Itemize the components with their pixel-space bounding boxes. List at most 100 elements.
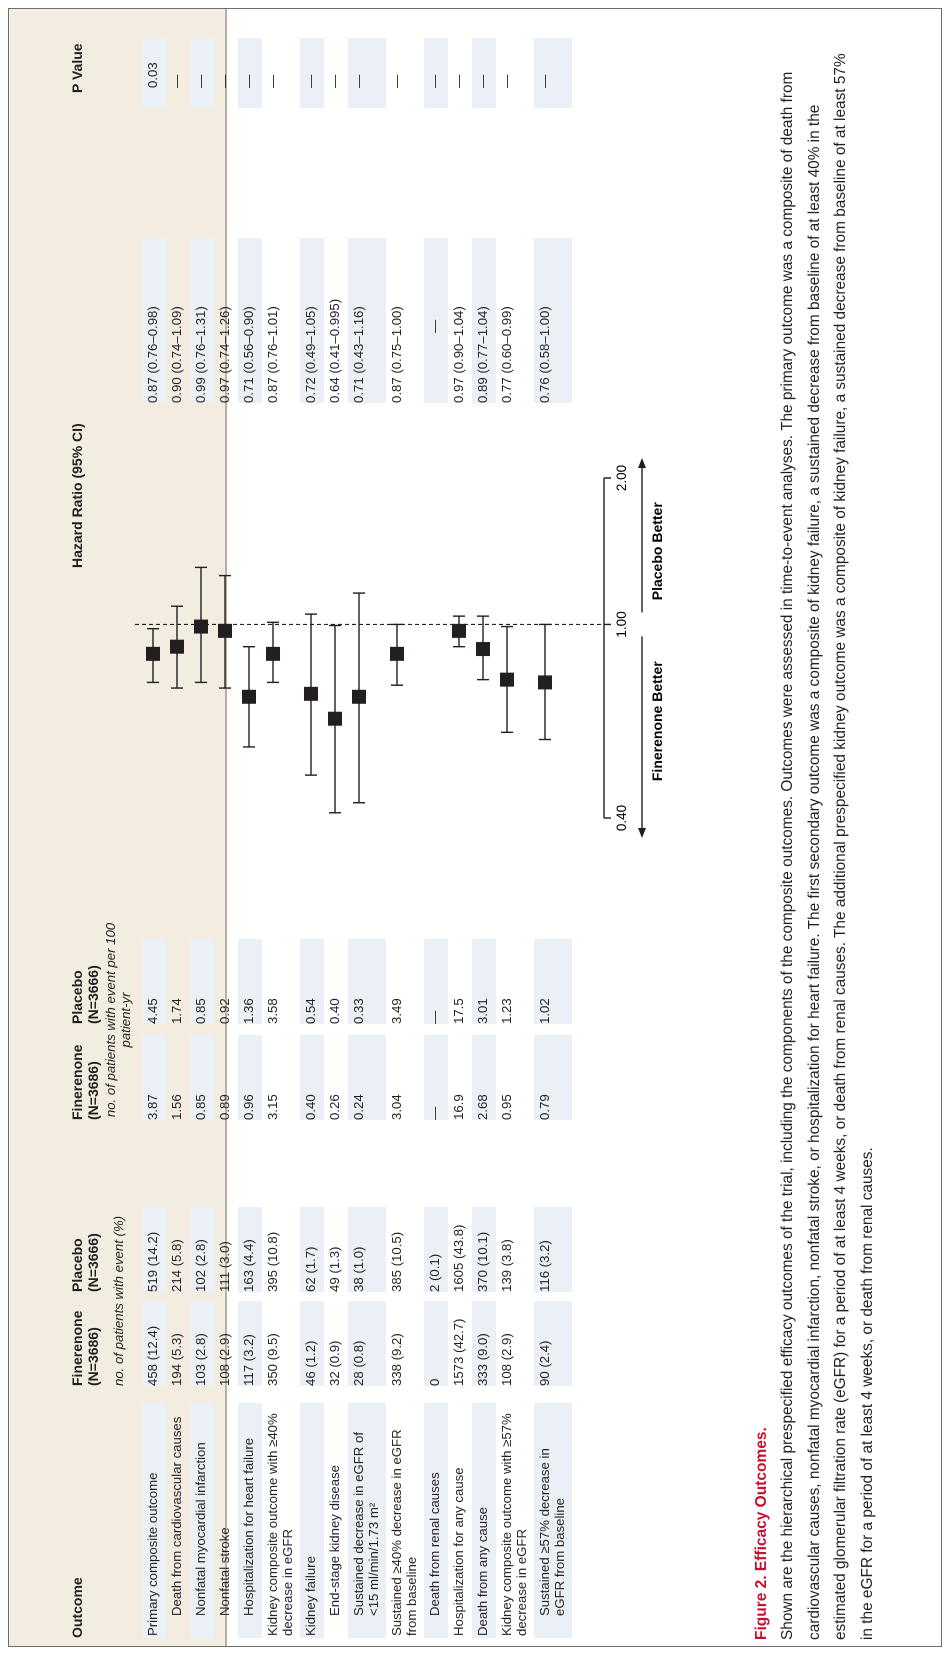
header-hazard-ratio: Hazard Ratio (95% CI) [69, 423, 85, 568]
cell-pr: 3.01 [475, 998, 490, 1024]
cell-ci: 0.89 (0.77–1.04) [475, 306, 490, 403]
hazard-ratio-point [476, 642, 490, 657]
cell-p: — [499, 74, 514, 88]
caption-title: Figure 2. Efficacy Outcomes. [753, 1427, 770, 1640]
hazard-ratio-point [170, 639, 184, 654]
cell-pn: 1605 (43.8) [451, 1224, 466, 1292]
caption-body: Shown are the hierarchical prespecified … [779, 53, 876, 1640]
hazard-ratio-point [266, 646, 280, 661]
outcome-label: Death from any cause [475, 1506, 490, 1636]
cell-p: 0.03 [145, 62, 160, 88]
cell-pr: 3.49 [389, 998, 404, 1024]
cell-pr: 1.23 [499, 998, 514, 1024]
outcome-label: Hospitalization for heart failure [241, 1437, 256, 1616]
outcome-label: Kidney failure [303, 1556, 318, 1636]
cell-pr: 0.54 [303, 998, 318, 1024]
cell-fr: 2.68 [475, 1094, 490, 1120]
outcome-label: Nonfatal stroke [217, 1527, 232, 1616]
cell-pn: 139 (3.8) [499, 1239, 514, 1292]
cell-pn: 370 (10.1) [475, 1231, 490, 1292]
cell-ci: 0.71 (0.43–1.16) [351, 306, 366, 403]
cell-ci: 0.97 (0.90–1.04) [451, 306, 466, 403]
cell-ci: 0.87 (0.76–0.98) [145, 306, 160, 403]
cell-fr: 0.79 [537, 1094, 552, 1120]
finerenone-better-label: Finerenone Better [649, 661, 665, 781]
cell-pn: 62 (1.7) [303, 1246, 318, 1292]
cell-fr: 3.87 [145, 1094, 160, 1120]
cell-fr: 0.96 [241, 1094, 256, 1120]
cell-pr: 0.33 [351, 998, 366, 1024]
cell-p: — [169, 74, 184, 88]
hazard-ratio-point [390, 646, 404, 661]
hazard-ratio-point [500, 672, 514, 687]
cell-fn: 350 (9.5) [265, 1333, 280, 1386]
cell-ci: 0.87 (0.75–1.00) [389, 306, 404, 403]
cell-ci: 0.76 (0.58–1.00) [537, 306, 552, 403]
row-stripe [300, 38, 324, 108]
hazard-ratio-point [146, 646, 160, 661]
cell-ci: 0.64 (0.41–0.995) [327, 298, 342, 403]
header-outcome: Outcome [69, 1577, 85, 1638]
cell-fn: 103 (2.8) [193, 1333, 208, 1386]
cell-pr: 1.02 [537, 998, 552, 1024]
cell-fn: 338 (9.2) [389, 1333, 404, 1386]
cell-pr: 1.36 [241, 998, 256, 1024]
cell-fn: 458 (12.4) [145, 1325, 160, 1386]
cell-fn: 90 (2.4) [537, 1340, 552, 1386]
cell-ci: 0.99 (0.76–1.31) [193, 306, 208, 403]
hazard-ratio-point [242, 689, 256, 704]
cell-fn: 194 (5.3) [169, 1333, 184, 1386]
placebo-better-label: Placebo Better [649, 502, 665, 601]
outcome-label: Primary composite outcome [145, 1472, 160, 1636]
figure-caption: Figure 2. Efficacy Outcomes. Shown are t… [749, 40, 881, 1640]
cell-pn: 38 (1.0) [351, 1246, 366, 1292]
cell-p: — [193, 74, 208, 88]
cell-p: — [389, 74, 404, 88]
cell-pn: 49 (1.3) [327, 1246, 342, 1292]
cell-fr: 0.40 [303, 1094, 318, 1120]
cell-p: — [451, 74, 466, 88]
hazard-ratio-point [538, 675, 552, 690]
outcome-label: Death from renal causes [427, 1472, 442, 1616]
cell-pr: 17.5 [451, 998, 466, 1024]
row-stripe [190, 38, 214, 108]
cell-pr: 1.74 [169, 998, 184, 1024]
row-stripe [424, 1301, 448, 1386]
cell-p: — [217, 74, 232, 88]
hazard-ratio-point [304, 686, 318, 701]
cell-fn: 108 (2.9) [217, 1333, 232, 1386]
cell-pn: 2 (0.1) [427, 1253, 442, 1292]
outcome-label: Sustained decrease in eGFR of <15 ml/min… [351, 1432, 381, 1616]
cell-pr: 4.45 [145, 998, 160, 1024]
hazard-ratio-point [452, 623, 466, 638]
cell-pn: 102 (2.8) [193, 1239, 208, 1292]
cell-fn: 46 (1.2) [303, 1340, 318, 1386]
rotated-figure: Outcome Finerenone (N=3686) Placebo (N=3… [9, 9, 941, 1646]
cell-fr: — [427, 1106, 442, 1120]
arrow-left-head [638, 828, 646, 838]
forest-plot: 0.40 1.00 2.00 Finerenone Better Placebo Bet… [135, 458, 665, 838]
outcome-label: Sustained ≥40% decrease in eGFR from bas… [389, 1429, 419, 1636]
arrow-right-head [638, 458, 646, 468]
cell-ci: 0.71 (0.56–0.90) [241, 306, 256, 403]
outcome-label: Death from cardiovascular causes [169, 1416, 184, 1616]
cell-p: — [475, 74, 490, 88]
cell-pr: 3.58 [265, 998, 280, 1024]
cell-pr: — [427, 1010, 442, 1024]
cell-fr: 3.04 [389, 1094, 404, 1120]
cell-fn: 333 (9.0) [475, 1333, 490, 1386]
outcome-label: Hospitalization for any cause [451, 1467, 466, 1636]
outcome-label: Kidney composite outcome with ≥57% decre… [499, 1413, 529, 1636]
x-tick-label: 1.00 [614, 611, 629, 637]
cell-fr: 0.24 [351, 1094, 366, 1120]
cell-p: — [265, 74, 280, 88]
cell-p: — [351, 74, 366, 88]
cell-p: — [537, 74, 552, 88]
cell-pr: 0.85 [193, 998, 208, 1024]
cell-pr: 0.40 [327, 998, 342, 1024]
x-tick-label: 0.40 [614, 805, 629, 831]
cell-fn: 32 (0.9) [327, 1340, 342, 1386]
hazard-ratio-point [194, 619, 208, 634]
header-finerenone-rate: Finerenone (N=3686) [69, 1044, 101, 1120]
cell-ci: 0.77 (0.60–0.99) [499, 306, 514, 403]
